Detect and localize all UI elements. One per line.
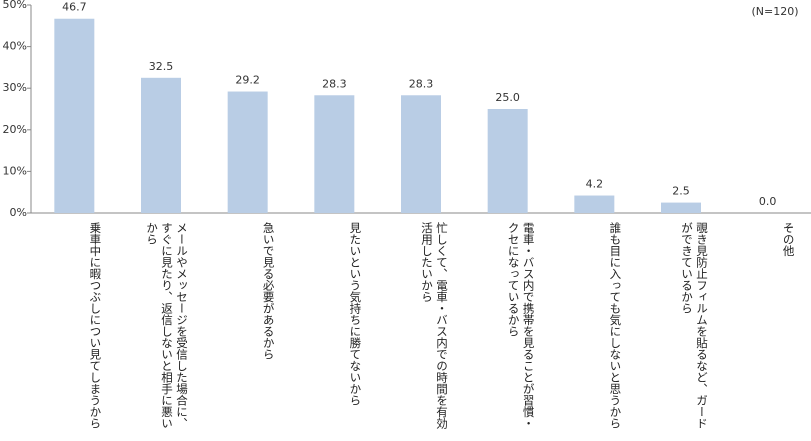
value-label: 25.0: [495, 91, 520, 104]
x-tick-label: 誰も目に入っても気にしないと思うから: [608, 222, 623, 429]
value-label: 2.5: [672, 185, 690, 198]
x-tick-label: メールやメッセージを受信した場合に、すぐに見たり、返信しないと相手に悪いから: [145, 222, 189, 429]
value-label: 32.5: [149, 60, 174, 73]
value-label: 0.0: [759, 195, 777, 208]
y-tick-label: 40%: [3, 40, 27, 53]
bar: [141, 77, 181, 213]
value-label: 28.3: [409, 77, 434, 90]
value-label: 4.2: [586, 178, 604, 191]
y-tick-label: 0%: [10, 206, 27, 219]
value-label: 46.7: [62, 1, 87, 14]
bar: [314, 95, 355, 213]
bar: [574, 195, 615, 213]
value-label: 28.3: [322, 77, 347, 90]
bar: [661, 202, 701, 213]
bar: [487, 109, 528, 213]
x-tick-label: 急いで見る必要があるから: [261, 222, 276, 360]
y-tick-label: 50%: [3, 0, 27, 11]
x-tick-label: 見たいという気持ちに勝てないから: [348, 222, 363, 406]
x-tick-label: その他: [781, 222, 796, 257]
x-tick-label: 忙しくて、電車・バス内での時間を有効活用したいから: [420, 222, 449, 429]
y-tick-label: 20%: [3, 123, 27, 136]
annotation: (N=120): [751, 5, 798, 18]
x-tick-label: 電車・バス内で携帯を見ることが習慣・クセになっているから: [506, 222, 536, 429]
x-tick-label: 乗車中に暇つぶしについ見てしまうから: [88, 222, 103, 429]
y-tick-label: 10%: [3, 164, 27, 177]
value-label: 29.2: [235, 74, 260, 87]
bar: [227, 91, 268, 213]
bar: [401, 95, 441, 213]
bar: [54, 18, 95, 214]
y-tick-label: 30%: [3, 81, 27, 94]
x-tick-label: 覗き見防止フィルムを貼るなど、ガードができているから: [680, 222, 709, 429]
